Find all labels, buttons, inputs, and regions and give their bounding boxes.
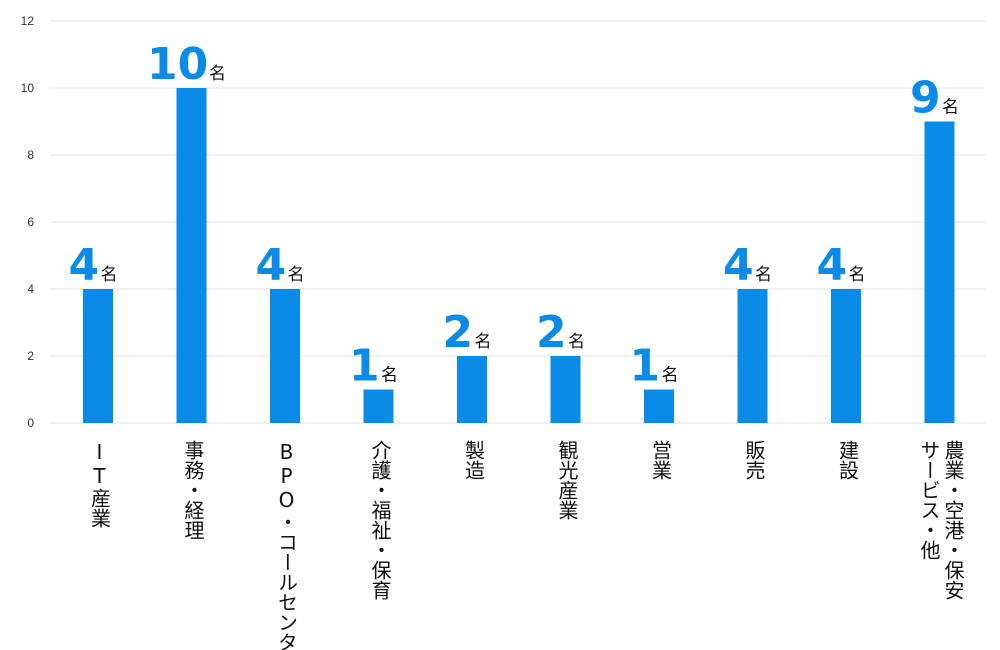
value-labels: 4 名10 名4 名1 名2 名 2 名 1 名4 名 4 名9 名 (69, 39, 960, 392)
value-unit: 名 (475, 332, 492, 352)
bar (644, 389, 674, 423)
y-axis-ticks: 0 2 4 6 8 10 12 (21, 14, 35, 430)
bars (83, 88, 955, 423)
bar (270, 289, 300, 423)
value-unit: 名 (849, 265, 866, 285)
value-label: 2 (443, 307, 474, 358)
value-unit: 名 (381, 366, 398, 386)
value-unit: 名 (662, 366, 679, 386)
category-label: 製造 (462, 440, 486, 480)
category-label: 建設 (836, 440, 860, 480)
category-label: IT産業 (88, 440, 112, 528)
category-label: BPO・コールセンター (275, 440, 299, 650)
y-tick-label: 4 (27, 282, 34, 296)
value-label: 4 (69, 240, 100, 291)
y-tick-label: 8 (27, 148, 34, 162)
category-label: 営業 (649, 440, 673, 480)
category-label: サービス・他 (917, 440, 941, 560)
value-label: 1 (630, 341, 661, 392)
bar (83, 289, 113, 423)
category-labels: IT産業 事務・経理 BPO・コールセンター 介護・福祉・保育 製造 観光産業 営業 販売 建設… (88, 440, 966, 650)
category-label: 販売 (742, 440, 766, 480)
category-label: 介護・福祉・保育 (368, 440, 392, 601)
bar (737, 289, 768, 423)
category-label: 事務・経理 (181, 440, 205, 540)
bar (924, 121, 955, 423)
bar (363, 389, 394, 423)
value-label: 9 (910, 73, 941, 124)
value-unit: 名 (209, 64, 226, 84)
value-unit: 名 (568, 332, 585, 352)
value-label: 4 (817, 240, 848, 291)
bar (831, 289, 861, 423)
y-tick-label: 10 (21, 81, 35, 95)
value-unit: 名 (755, 265, 772, 285)
value-unit: 名 (288, 265, 305, 285)
value-label: 4 (256, 240, 287, 291)
y-tick-label: 12 (21, 14, 35, 28)
value-unit: 名 (101, 265, 118, 285)
value-label: 4 (723, 240, 754, 291)
value-unit: 名 (942, 98, 959, 118)
value-label: 2 (536, 307, 567, 358)
category-label: 観光産業 (555, 440, 579, 520)
bar (550, 356, 581, 423)
value-label: 10 (147, 39, 208, 90)
y-tick-label: 2 (27, 349, 34, 363)
value-label: 1 (349, 341, 380, 392)
y-tick-label: 6 (27, 215, 34, 229)
y-tick-label: 0 (27, 416, 34, 430)
bar (457, 356, 487, 423)
category-label: 農業・空港・保安 (941, 440, 965, 600)
bar (176, 88, 207, 423)
